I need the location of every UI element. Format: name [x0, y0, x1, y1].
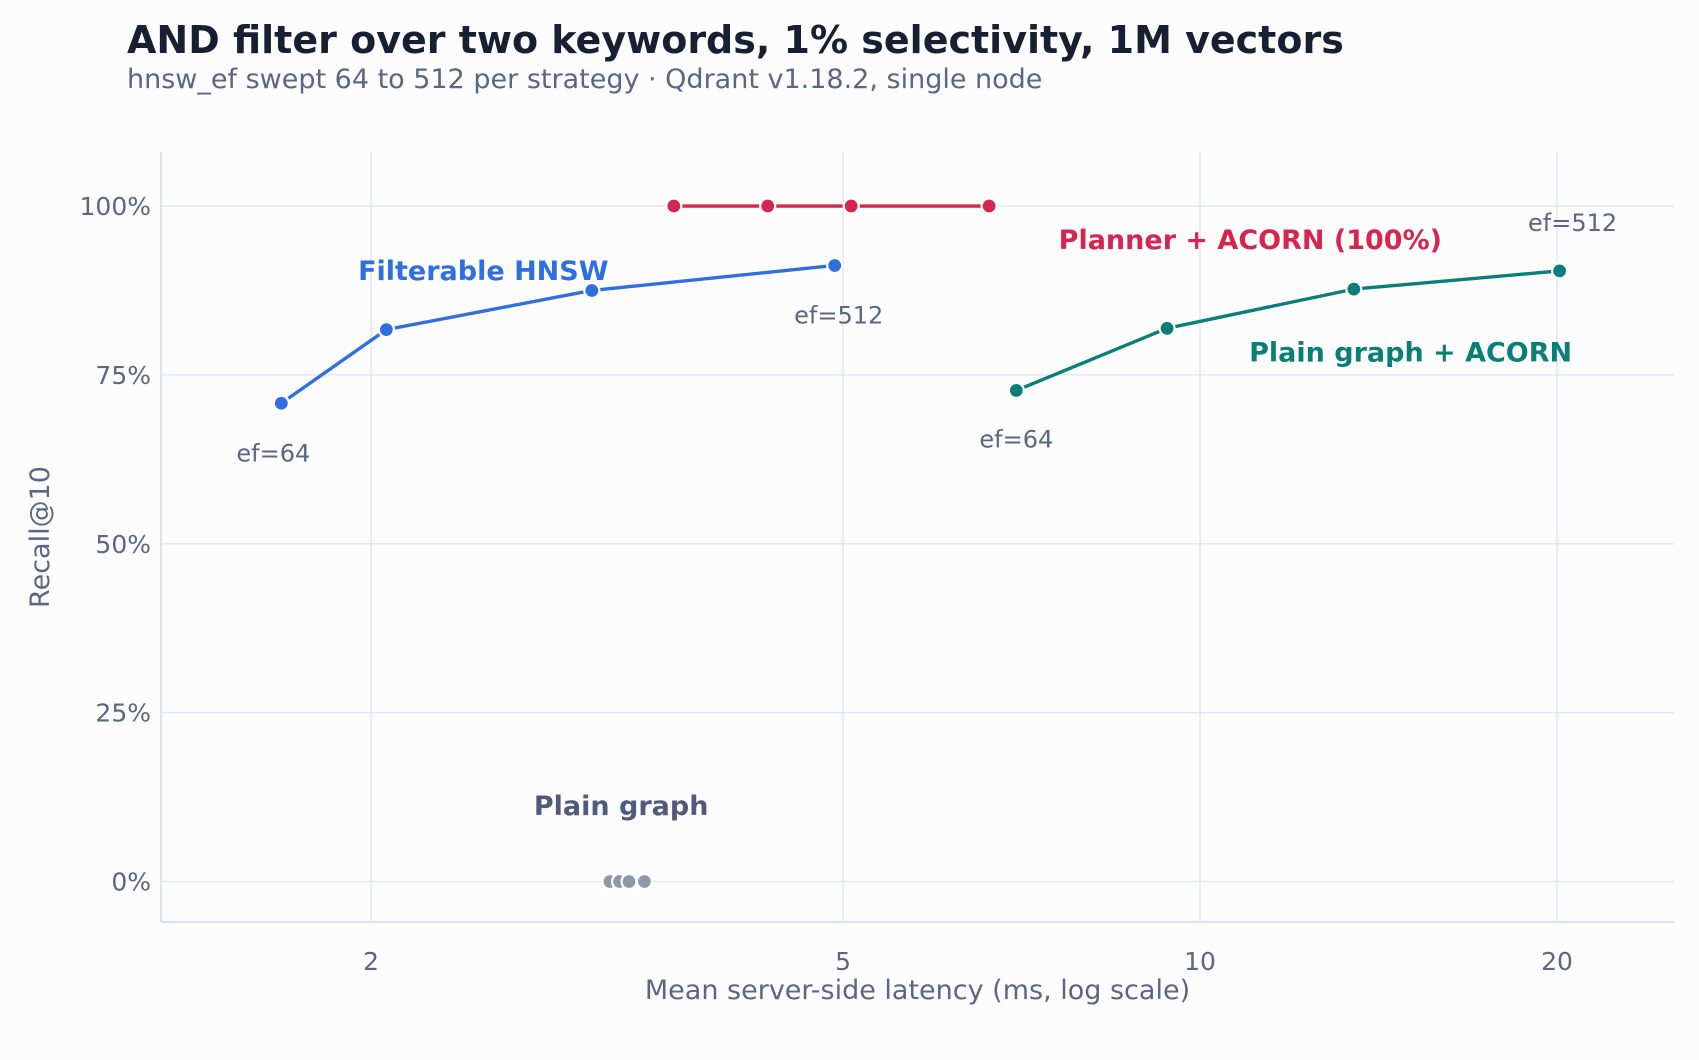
data-point: [759, 197, 777, 215]
data-point: [1550, 262, 1569, 280]
data-point: [583, 281, 601, 300]
series-label: Plain graph: [534, 791, 709, 822]
series-lines: [272, 197, 1569, 891]
x-tick-label: 20: [1541, 947, 1573, 976]
ef-annotation: ef=512: [1528, 209, 1617, 237]
data-point: [1158, 319, 1176, 337]
series-label: Planner + ACORN (100%): [1059, 225, 1442, 256]
series-planner-acorn-100: [665, 197, 998, 215]
series-line-plain-graph-acorn: [1014, 269, 1562, 393]
series-label: Filterable HNSW: [358, 256, 608, 287]
ef-annotation: ef=64: [979, 425, 1053, 453]
chart-title: AND filter over two keywords, 1% selecti…: [127, 18, 1344, 62]
series-label: Plain graph + ACORN: [1249, 337, 1572, 368]
y-axis-label: Recall@10: [25, 466, 56, 608]
data-point: [1007, 381, 1025, 400]
data-point: [665, 197, 683, 215]
series-filterable-hnsw: [272, 256, 844, 412]
x-axis-label: Mean server-side latency (ms, log scale): [645, 975, 1190, 1006]
y-tick-label: 100%: [80, 192, 151, 221]
data-point: [377, 321, 395, 339]
x-tick-label: 5: [835, 947, 851, 976]
series-plain-graph-acorn: [1007, 262, 1569, 400]
y-tick-label: 25%: [95, 699, 151, 728]
series-line-filterable-hnsw: [279, 263, 837, 405]
data-point: [1345, 280, 1363, 298]
data-point: [980, 197, 998, 215]
x-tick-label: 10: [1184, 947, 1216, 976]
axes: 0% 25% 50% 75% 100% 2 5 10 20 Mean server-side la…: [25, 152, 1674, 1006]
data-point: [272, 394, 290, 412]
series-plain-graph: [601, 872, 654, 891]
data-point: [842, 197, 860, 215]
y-tick-label: 50%: [95, 530, 151, 559]
chart-subtitle: hnsw_ef swept 64 to 512 per strategy · Q…: [127, 64, 1043, 95]
chart-labels: Filterable HNSW Planner + ACORN (100%) Pla…: [236, 209, 1617, 822]
y-tick-label: 0%: [111, 867, 151, 896]
data-point: [635, 872, 654, 891]
x-tick-label: 2: [363, 947, 379, 976]
ef-annotation: ef=512: [794, 301, 883, 329]
data-point: [620, 872, 638, 891]
ef-annotation: ef=64: [236, 439, 310, 467]
y-tick-label: 75%: [95, 361, 151, 390]
data-point: [826, 256, 844, 275]
grid-lines: [161, 152, 1674, 922]
